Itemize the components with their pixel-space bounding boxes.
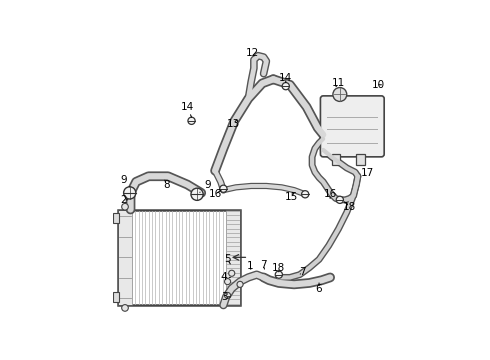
Text: 4: 4: [220, 273, 230, 283]
Text: 7: 7: [299, 267, 306, 277]
Text: 10: 10: [372, 80, 385, 90]
Bar: [356, 154, 365, 165]
Circle shape: [282, 82, 290, 90]
Text: 13: 13: [226, 118, 240, 129]
Text: 3: 3: [221, 292, 230, 302]
Text: 17: 17: [361, 168, 374, 179]
Bar: [226, 210, 240, 305]
Bar: [113, 213, 119, 223]
Circle shape: [301, 191, 309, 198]
Text: 2: 2: [121, 195, 128, 205]
Bar: [118, 210, 132, 305]
Bar: [118, 210, 240, 305]
Text: 15: 15: [285, 192, 298, 202]
Circle shape: [191, 188, 203, 201]
Text: 18: 18: [272, 263, 286, 273]
Text: 12: 12: [246, 48, 259, 58]
Text: 5: 5: [224, 255, 231, 264]
Text: 7: 7: [260, 260, 267, 270]
Circle shape: [237, 281, 243, 287]
Circle shape: [224, 292, 231, 298]
Circle shape: [122, 305, 128, 311]
FancyBboxPatch shape: [320, 96, 384, 157]
Text: 9: 9: [200, 180, 212, 192]
Text: 14: 14: [279, 73, 293, 83]
Text: 16: 16: [323, 189, 337, 199]
Bar: [332, 154, 340, 165]
Circle shape: [122, 203, 128, 210]
Text: 6: 6: [316, 283, 322, 293]
Circle shape: [224, 279, 231, 285]
Text: 16: 16: [208, 189, 221, 199]
Circle shape: [336, 196, 343, 203]
Circle shape: [275, 271, 282, 278]
Circle shape: [229, 270, 235, 276]
Text: 18: 18: [343, 202, 356, 212]
Text: 9: 9: [121, 175, 130, 187]
Text: 11: 11: [332, 78, 345, 89]
Circle shape: [220, 185, 227, 192]
Circle shape: [333, 87, 347, 102]
Circle shape: [123, 187, 136, 199]
Circle shape: [188, 117, 195, 125]
Bar: [113, 292, 119, 302]
Text: 1: 1: [246, 261, 253, 271]
Text: 14: 14: [181, 102, 194, 117]
Text: 8: 8: [163, 180, 170, 190]
